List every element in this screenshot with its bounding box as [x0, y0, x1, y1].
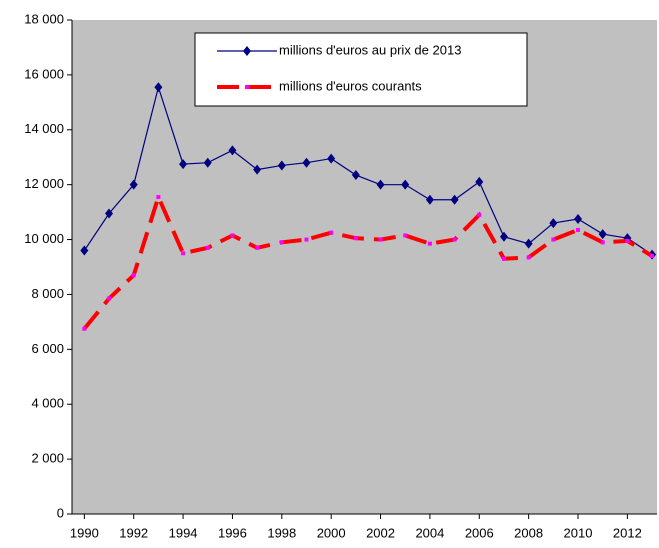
marker [105, 208, 114, 219]
marker [376, 179, 385, 190]
marker [205, 245, 210, 250]
marker [450, 194, 459, 205]
marker [600, 240, 605, 245]
marker [351, 170, 360, 181]
marker [574, 213, 583, 224]
marker [425, 194, 434, 205]
marker [179, 159, 188, 170]
x-tick-label: 2008 [514, 525, 543, 540]
marker [80, 245, 89, 256]
y-tick-label: 6 000 [31, 341, 64, 356]
x-tick-label: 1996 [218, 525, 247, 540]
x-tick-label: 2002 [366, 525, 395, 540]
series-line [82, 191, 654, 331]
y-tick-label: 12 000 [24, 176, 64, 191]
marker [576, 227, 581, 232]
marker [82, 326, 87, 331]
y-tick-label: 18 000 [24, 11, 64, 26]
marker [427, 241, 432, 246]
marker [107, 296, 112, 301]
marker [475, 176, 484, 187]
marker [154, 82, 163, 93]
x-tick-label: 2000 [317, 525, 346, 540]
legend-marker [243, 46, 251, 56]
y-tick-label: 16 000 [24, 66, 64, 81]
marker [501, 256, 506, 261]
y-tick-label: 8 000 [31, 286, 64, 301]
marker [353, 236, 358, 241]
marker [181, 251, 186, 256]
marker [625, 238, 630, 243]
y-tick-label: 2 000 [31, 451, 64, 466]
marker [253, 164, 262, 175]
x-tick-label: 1992 [119, 525, 148, 540]
marker [131, 273, 136, 278]
marker [477, 212, 482, 217]
marker [304, 237, 309, 242]
marker [551, 237, 556, 242]
legend-marker [245, 85, 249, 89]
series-line [83, 85, 653, 256]
marker [452, 237, 457, 242]
y-tick-label: 14 000 [24, 121, 64, 136]
y-tick-label: 10 000 [24, 231, 64, 246]
marker [549, 218, 558, 229]
marker [378, 237, 383, 242]
x-tick-label: 2012 [613, 525, 642, 540]
marker [650, 254, 655, 259]
marker [526, 255, 531, 260]
marker [598, 229, 607, 240]
x-tick-label: 2006 [465, 525, 494, 540]
marker [228, 145, 237, 156]
marker [230, 233, 235, 238]
x-tick-label: 2010 [564, 525, 593, 540]
marker [401, 179, 410, 190]
y-tick-label: 4 000 [31, 396, 64, 411]
marker [524, 238, 533, 249]
marker [403, 233, 408, 238]
marker [156, 195, 161, 200]
x-tick-label: 1994 [169, 525, 198, 540]
marker [327, 153, 336, 164]
x-tick-label: 2004 [415, 525, 444, 540]
marker [329, 230, 334, 235]
x-tick-label: 1990 [70, 525, 99, 540]
legend-label: millions d'euros courants [279, 78, 422, 93]
legend-box [194, 32, 528, 107]
marker [203, 157, 212, 168]
y-tick-label: 0 [57, 505, 64, 520]
marker [129, 179, 138, 190]
marker [499, 231, 508, 242]
marker [255, 245, 260, 250]
marker [302, 157, 311, 168]
marker [277, 160, 286, 171]
legend-label: millions d'euros au prix de 2013 [279, 42, 461, 57]
x-tick-label: 1998 [267, 525, 296, 540]
marker [279, 240, 284, 245]
